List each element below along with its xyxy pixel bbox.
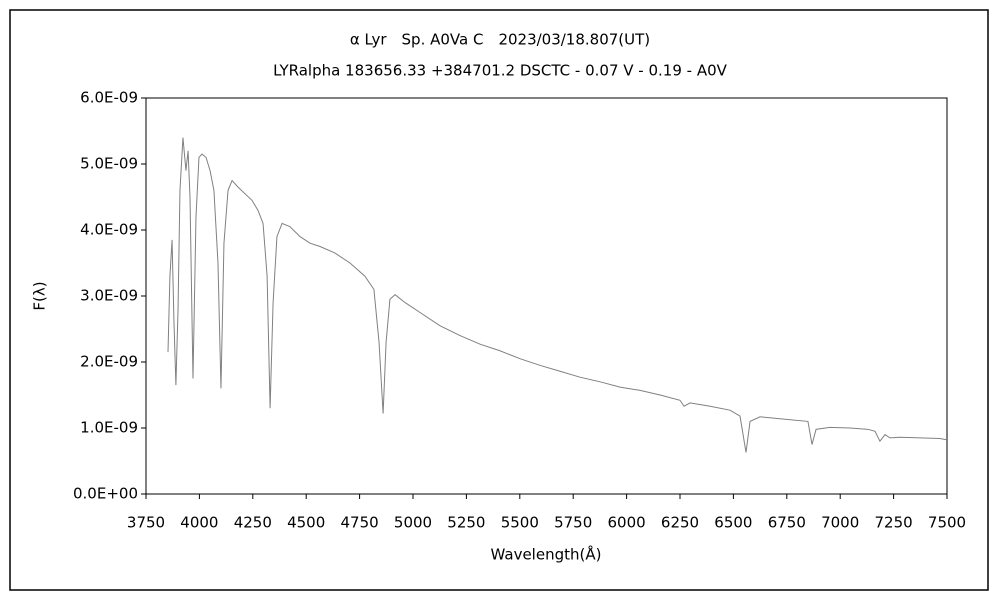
x-tick-label: 6000: [608, 514, 646, 532]
y-tick-label: 4.0E-09: [80, 221, 138, 239]
y-tick-label: 3.0E-09: [80, 287, 138, 305]
y-tick-label: 2.0E-09: [80, 353, 138, 371]
x-tick-label: 6250: [661, 514, 699, 532]
x-tick-label: 7250: [875, 514, 913, 532]
x-tick-label: 6750: [768, 514, 806, 532]
plot-area: [145, 97, 948, 495]
x-tick-label: 4500: [287, 514, 325, 532]
x-tick-label: 4750: [341, 514, 379, 532]
spectrum-line: [167, 137, 948, 453]
x-tick-label: 5250: [447, 514, 485, 532]
x-tick-label: 5500: [501, 514, 539, 532]
x-tick-label: 6500: [714, 514, 752, 532]
x-tick-label: 3750: [127, 514, 165, 532]
y-tick-label: 0.0E+00: [73, 485, 138, 503]
x-tick-label: 5750: [554, 514, 592, 532]
x-axis-label: Wavelength(Å): [491, 545, 602, 564]
x-tick-label: 7000: [821, 514, 859, 532]
y-tick-label: 1.0E-09: [80, 419, 138, 437]
x-tick-label: 5000: [394, 514, 432, 532]
x-tick-label: 7500: [928, 514, 966, 532]
y-tick-label: 6.0E-09: [80, 89, 138, 107]
x-tick-label: 4250: [234, 514, 272, 532]
y-tick-label: 5.0E-09: [80, 155, 138, 173]
x-tick-label: 4000: [180, 514, 218, 532]
chart-subtitle: LYRalpha 183656.33 +384701.2 DSCTC - 0.0…: [273, 62, 728, 80]
chart-title: α Lyr Sp. A0Va C 2023/03/18.807(UT): [350, 31, 650, 49]
y-axis-label: F(λ): [31, 281, 49, 310]
